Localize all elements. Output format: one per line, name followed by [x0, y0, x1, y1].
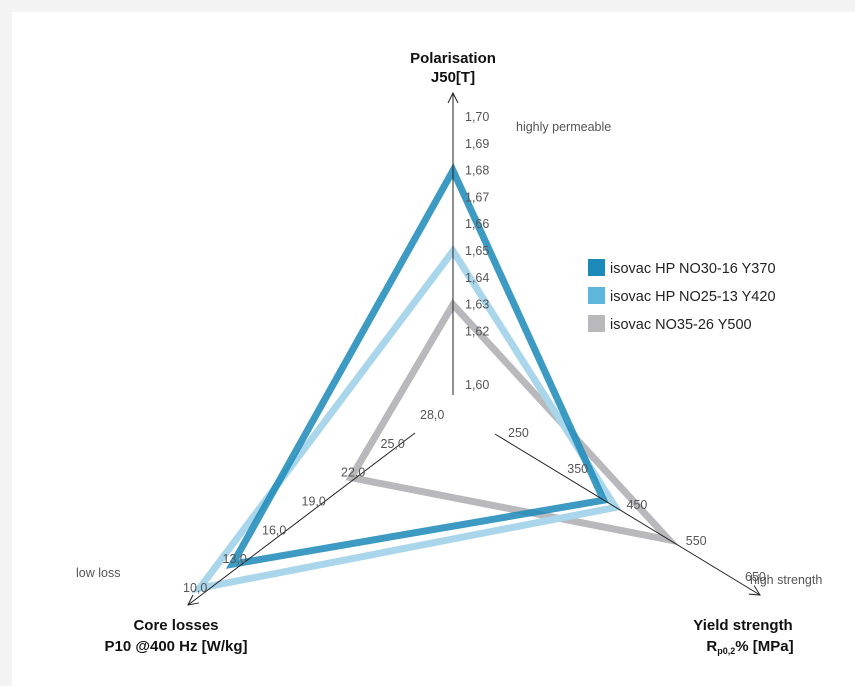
- tick-label-polarisation: 1,66: [465, 217, 489, 231]
- axis-title-yield-strength-line2: Rp0,2% [MPa]: [706, 638, 793, 656]
- note-highly-permeable: highly permeable: [516, 120, 611, 134]
- tick-label-polarisation: 1,69: [465, 137, 489, 151]
- axis-arrow-polarisation: [447, 91, 459, 104]
- tick-label-polarisation: 1,62: [465, 324, 489, 338]
- axis-title-core-losses-line1: Core losses: [133, 617, 218, 634]
- legend-swatch: [588, 315, 605, 332]
- tick-label-polarisation: 1,67: [465, 190, 489, 204]
- axis-title-polarisation-line2: J50[T]: [431, 69, 475, 86]
- axis-title-yield-strength-line1: Yield strength: [693, 617, 792, 634]
- yield-title-subscript: p0,2: [717, 646, 735, 656]
- tick-label-core-losses: 25,0: [381, 437, 405, 451]
- axis-arrow-yield-strength: [748, 585, 761, 596]
- tick-label-yield-strength: 550: [686, 534, 707, 548]
- legend-label: isovac HP NO30-16 Y370: [610, 261, 776, 277]
- yield-title-unit: % [MPa]: [735, 638, 793, 655]
- axis-arrow-core-losses: [187, 594, 200, 606]
- legend-swatch: [588, 259, 605, 276]
- tick-label-core-losses: 13,0: [223, 552, 247, 566]
- tick-label-polarisation: 1,64: [465, 271, 489, 285]
- series-line: [191, 244, 622, 594]
- axis-line-core-losses: [187, 432, 416, 606]
- note-low-loss: low loss: [76, 566, 120, 580]
- tick-label-yield-strength: 450: [627, 498, 648, 512]
- tick-label-core-losses: 16,0: [262, 523, 286, 537]
- legend: isovac HP NO30-16 Y370 isovac HP NO25-13…: [588, 259, 776, 333]
- series-line: [225, 162, 609, 569]
- tick-label-yield-strength: 250: [508, 426, 529, 440]
- axis-line-yield-strength: [494, 433, 761, 596]
- tick-label-polarisation: 1,68: [465, 164, 489, 178]
- legend-swatch: [588, 287, 605, 304]
- tick-label-core-losses: 10,0: [183, 581, 207, 595]
- yield-title-r: R: [706, 638, 717, 655]
- tick-label-polarisation: 1,60: [465, 378, 489, 392]
- axis-layer: [187, 91, 761, 606]
- tick-label-polarisation: 1,65: [465, 244, 489, 258]
- tick-label-yield-strength: 650: [745, 570, 766, 584]
- tick-label-layer: 1,60 1,62 1,63 1,64 1,65 1,66 1,67 1,68 1,69 1,70…: [183, 110, 766, 595]
- legend-label: isovac HP NO25-13 Y420: [610, 289, 776, 305]
- tick-label-core-losses: 28,0: [420, 408, 444, 422]
- legend-label: isovac NO35-26 Y500: [610, 317, 752, 333]
- note-high-strength: high strength: [750, 573, 822, 587]
- tick-label-polarisation: 1,63: [465, 298, 489, 312]
- tick-label-polarisation: 1,70: [465, 110, 489, 124]
- axis-title-core-losses-line2: P10 @400 Hz [W/kg]: [105, 638, 248, 655]
- axis-title-polarisation-line1: Polarisation: [410, 50, 496, 67]
- tick-label-yield-strength: 350: [567, 462, 588, 476]
- tick-label-core-losses: 22,0: [341, 466, 365, 480]
- chart-panel: [12, 12, 855, 686]
- tick-label-core-losses: 19,0: [302, 495, 326, 509]
- series-layer: [191, 162, 679, 594]
